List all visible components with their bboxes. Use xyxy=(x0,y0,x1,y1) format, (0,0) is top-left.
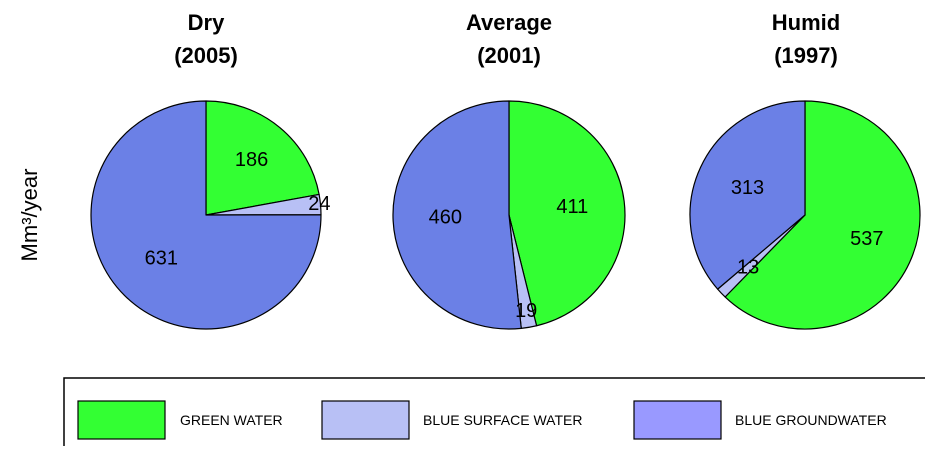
legend-label-green-water: GREEN WATER xyxy=(180,412,283,428)
legend-label-blue-groundwater: BLUE GROUNDWATER xyxy=(735,412,887,428)
pie-title-dry-line2: (2005) xyxy=(174,43,238,68)
pie-slice-label-blue-groundwater: 313 xyxy=(731,177,764,199)
legend-label-blue-surface-water: BLUE SURFACE WATER xyxy=(423,412,582,428)
pie-title-average-line2: (2001) xyxy=(477,43,541,68)
pie-slice-blue-groundwater xyxy=(392,100,522,330)
pie-slice-label-green-water: 411 xyxy=(556,196,588,218)
pie-slice-green-water xyxy=(724,100,921,330)
pie-slice-blue-groundwater xyxy=(90,100,322,330)
legend-swatch-green-water xyxy=(77,400,166,440)
legend: GREEN WATER BLUE SURFACE WATER BLUE GROU… xyxy=(63,377,925,446)
pie-title-dry-line1: Dry xyxy=(188,10,225,35)
pie-dry: 186 24 631 xyxy=(90,100,331,330)
pie-slice-label-green-water: 186 xyxy=(235,149,268,171)
pie-slice-label-blue-groundwater: 460 xyxy=(429,207,462,229)
pie-humid: 537 13 313 xyxy=(689,100,921,330)
pie-slice-green-water xyxy=(508,100,626,327)
pie-slice-label-blue-groundwater: 631 xyxy=(145,248,178,270)
pie-slice-blue-groundwater xyxy=(689,100,806,290)
y-axis-label: Mm³/year xyxy=(17,169,42,262)
pie-title-humid-line1: Humid xyxy=(772,10,840,35)
pie-slice-label-blue-surface-water: 13 xyxy=(737,256,759,278)
pie-titles: Dry (2005) Average (2001) Humid (1997) xyxy=(174,10,840,68)
legend-frame xyxy=(63,377,925,446)
pie-slice-green-water xyxy=(205,100,320,216)
legend-swatch-blue-groundwater xyxy=(633,400,722,440)
pie-average: 411 19 460 xyxy=(392,100,626,330)
pie-slice-label-blue-surface-water: 24 xyxy=(308,193,330,215)
pie-slice-label-green-water: 537 xyxy=(850,228,883,250)
pie-slice-label-blue-surface-water: 19 xyxy=(515,300,537,322)
legend-swatch-blue-surface-water xyxy=(321,400,410,440)
pie-title-humid-line2: (1997) xyxy=(774,43,838,68)
pie-title-average-line1: Average xyxy=(466,10,552,35)
